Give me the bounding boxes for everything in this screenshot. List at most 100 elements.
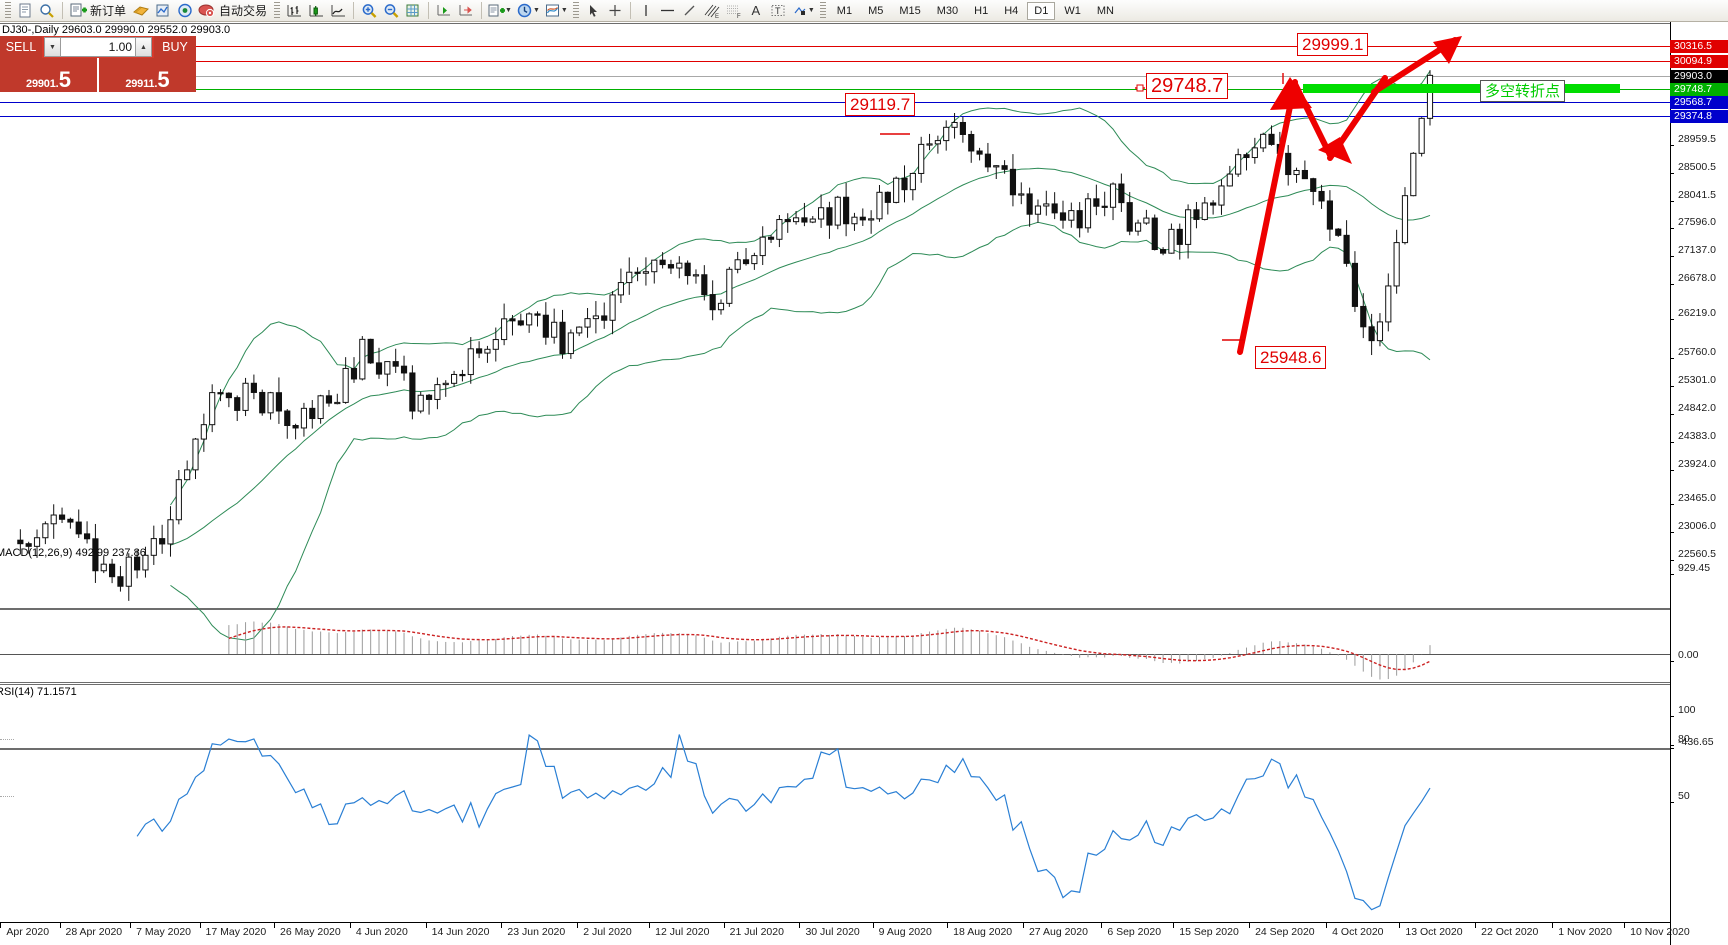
time-axis-tick — [1624, 923, 1626, 928]
price-level-label[interactable]: 29748.7 — [1670, 83, 1728, 96]
time-axis-label: 13 Oct 2020 — [1405, 926, 1463, 938]
new-order-label[interactable]: 新订单 — [90, 4, 127, 18]
timeframe-m30[interactable]: M30 — [936, 4, 959, 17]
volume-decrement-button[interactable]: ▼ — [44, 37, 61, 57]
trend-arrow-up-2 — [1327, 75, 1388, 161]
turning-point-note[interactable]: 多空转折点 — [1480, 80, 1566, 102]
sell-price-integer: 29901 — [26, 78, 56, 90]
time-axis-tick — [1552, 923, 1554, 928]
time-axis-label: 23 Jun 2020 — [507, 926, 566, 938]
timeframe-mn[interactable]: MN — [1096, 4, 1114, 17]
macd-inner-separator — [0, 682, 1728, 683]
sell-button[interactable]: SELL — [0, 36, 42, 58]
time-axis-label: Apr 2020 — [6, 926, 50, 938]
macd-indicator-label: MACD(12,26,9) 492.99 237.86 — [0, 547, 146, 559]
timeframe-h4[interactable]: H4 — [1004, 4, 1019, 17]
trend-line-icon[interactable] — [679, 1, 701, 21]
chart-shift-icon[interactable] — [455, 1, 477, 21]
time-axis-label: 17 May 2020 — [205, 926, 267, 938]
price-level-label[interactable]: 29374.8 — [1670, 110, 1728, 123]
candlestick-chart-icon[interactable] — [305, 1, 327, 21]
timeframe-d1[interactable]: D1 — [1027, 1, 1056, 20]
profiles-icon[interactable] — [36, 1, 58, 21]
chevron-down-icon-4[interactable]: ▼ — [807, 7, 815, 14]
time-axis[interactable]: Apr 2020 28 Apr 2020 7 May 2020 17 May 2020… — [0, 922, 1690, 945]
market-watch-icon[interactable] — [152, 1, 174, 21]
equidistant-channel-icon[interactable]: E — [701, 1, 723, 21]
indicators-icon[interactable] — [486, 1, 508, 21]
trend-arrow-head-2 — [1318, 137, 1352, 164]
expert-advisors-icon[interactable] — [130, 1, 152, 21]
price-level-label[interactable]: 29568.7 — [1670, 96, 1728, 109]
cursor-icon[interactable] — [582, 1, 604, 21]
price-tag-29119[interactable]: 29119.7 — [845, 93, 916, 116]
templates-icon[interactable] — [542, 1, 564, 21]
buy-price-display[interactable]: 29911. 5 — [99, 58, 196, 92]
price-tick: 27137.0 — [1670, 244, 1728, 262]
volume-input[interactable]: 1.00 — [61, 37, 135, 57]
zoom-in-icon[interactable] — [358, 1, 380, 21]
fibonacci-icon[interactable]: F — [723, 1, 745, 21]
price-tick: 0.00 — [1670, 649, 1728, 667]
price-level-label[interactable]: 29903.0 — [1670, 70, 1728, 83]
price-level-label[interactable]: 30094.9 — [1670, 55, 1728, 68]
price-axis[interactable] — [1670, 22, 1728, 945]
timeframe-h1[interactable]: H1 — [974, 4, 989, 17]
navigator-icon[interactable] — [174, 1, 196, 21]
timeframe-m15[interactable]: M15 — [899, 4, 921, 17]
time-axis-tick — [274, 923, 276, 928]
price-tag-29748[interactable]: 29748.7 — [1146, 73, 1229, 99]
time-axis-tick — [947, 923, 949, 928]
autotrading-label[interactable]: 自动交易 — [219, 4, 268, 18]
shapes-icon[interactable] — [789, 1, 811, 21]
time-axis-label: 7 May 2020 — [136, 926, 192, 938]
chevron-down-icon-3[interactable]: ▼ — [560, 7, 568, 14]
price-tick: 50 — [1670, 790, 1728, 808]
trend-arrow-up-1 — [1237, 79, 1298, 355]
timeframe-m1[interactable]: M1 — [836, 4, 853, 17]
chevron-down-icon-2[interactable]: ▼ — [532, 7, 540, 14]
autotrading-icon[interactable] — [196, 1, 218, 21]
line-chart-icon[interactable] — [327, 1, 349, 21]
timeframe-w1[interactable]: W1 — [1064, 4, 1081, 17]
one-click-trading-panel[interactable]: SELL ▼ 1.00 ▲ BUY 29901. 5 29911. 5 — [0, 36, 196, 92]
price-tick: 23465.0 — [1670, 492, 1728, 510]
text-label-icon[interactable]: T — [767, 1, 789, 21]
crosshair-icon[interactable] — [604, 1, 626, 21]
bar-chart-icon[interactable] — [283, 1, 305, 21]
price-level-label[interactable]: 30316.5 — [1670, 40, 1728, 53]
period-icon[interactable] — [514, 1, 536, 21]
chart-canvas[interactable]: DJ30-,Daily 29603.0 29990.0 29552.0 2990… — [0, 22, 1728, 945]
tag-anchor-29748 — [1136, 84, 1144, 92]
volume-increment-button[interactable]: ▲ — [135, 37, 152, 57]
price-tag-29999[interactable]: 29999.1 — [1297, 33, 1369, 56]
sell-price-dot: . — [55, 78, 59, 90]
toolbar-grip-4[interactable] — [819, 2, 826, 19]
new-chart-icon[interactable] — [14, 1, 36, 21]
time-axis-label: 22 Oct 2020 — [1481, 926, 1539, 938]
text-icon[interactable]: A — [751, 3, 761, 18]
vertical-line-icon[interactable] — [635, 1, 657, 21]
svg-text:T: T — [775, 6, 781, 16]
toolbar-grip[interactable] — [5, 2, 11, 19]
time-axis-label: 14 Jun 2020 — [431, 926, 490, 938]
sell-price-display[interactable]: 29901. 5 — [0, 58, 97, 92]
time-axis-label: 10 Nov 2020 — [1630, 926, 1690, 938]
grid-icon[interactable] — [402, 1, 424, 21]
rsi-level-80 — [0, 739, 14, 740]
time-axis-tick — [1101, 923, 1103, 928]
price-tag-25948[interactable]: 25948.6 — [1255, 346, 1327, 369]
zoom-out-icon[interactable] — [380, 1, 402, 21]
auto-scroll-icon[interactable] — [433, 1, 455, 21]
price-tick: 929.45 — [1670, 562, 1728, 580]
chevron-down-icon[interactable]: ▼ — [505, 7, 512, 14]
volume-field-wrap[interactable]: ▼ 1.00 ▲ — [42, 36, 154, 58]
timeframe-m5[interactable]: M5 — [868, 4, 884, 17]
buy-button[interactable]: BUY — [154, 36, 196, 58]
toolbar-grip-2[interactable] — [274, 2, 281, 19]
toolbar-grip-3[interactable] — [572, 2, 579, 19]
chart-top-border — [0, 23, 1728, 24]
horizontal-line-icon[interactable] — [657, 1, 679, 21]
new-order-icon[interactable] — [67, 1, 89, 21]
time-axis-label: 24 Sep 2020 — [1255, 926, 1315, 938]
